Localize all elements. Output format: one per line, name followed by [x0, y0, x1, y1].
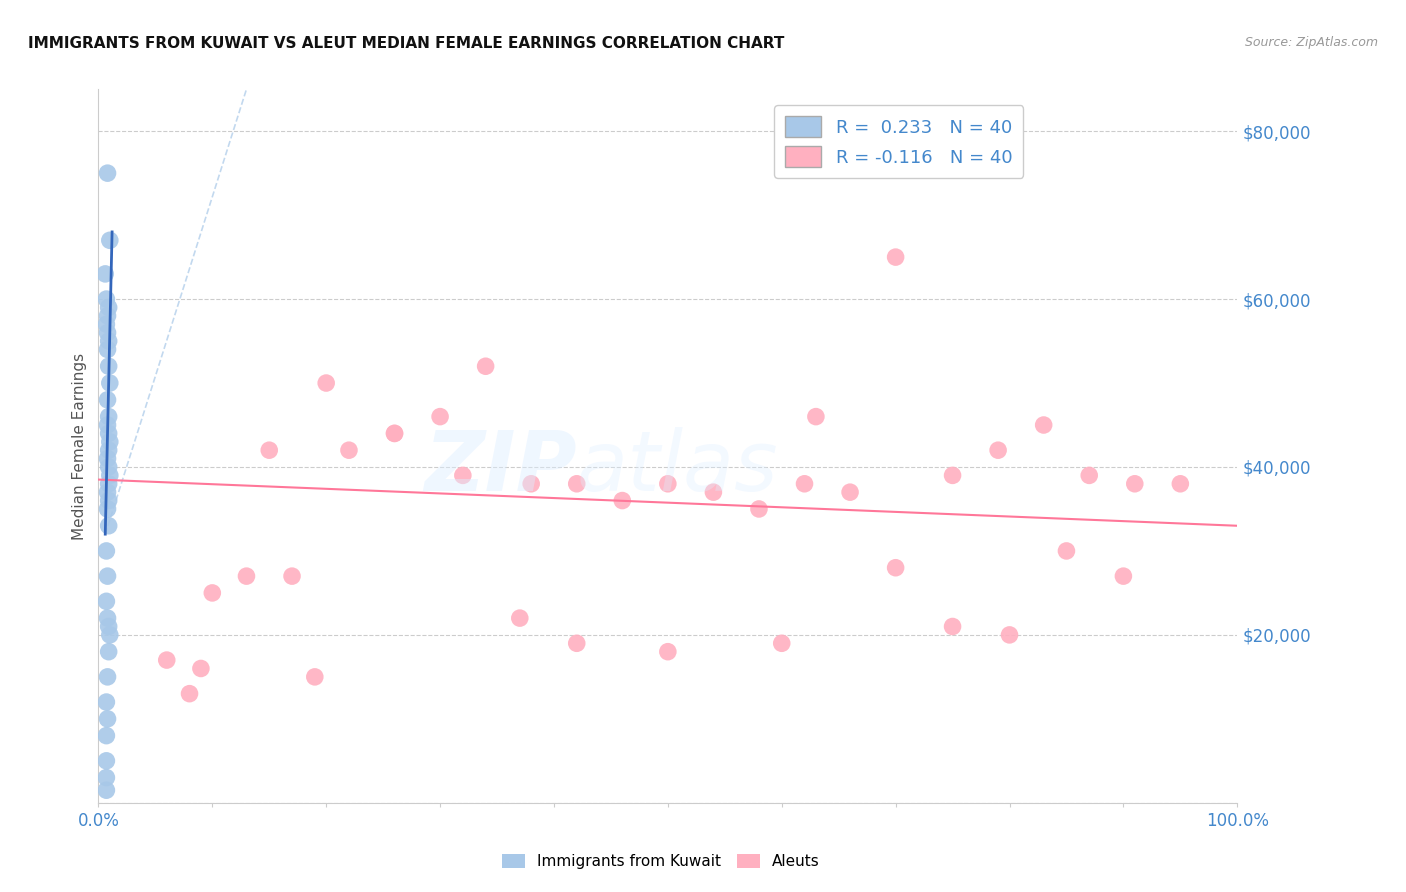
- Point: [96, 392, 118, 407]
- Point: [839, 485, 862, 500]
- Point: [96, 712, 118, 726]
- Point: [315, 376, 337, 390]
- Point: [451, 468, 474, 483]
- Point: [657, 645, 679, 659]
- Point: [384, 426, 406, 441]
- Point: [884, 560, 907, 574]
- Point: [98, 434, 121, 449]
- Point: [96, 451, 118, 466]
- Point: [998, 628, 1021, 642]
- Point: [97, 493, 120, 508]
- Point: [304, 670, 326, 684]
- Point: [96, 417, 118, 432]
- Point: [804, 409, 827, 424]
- Text: Source: ZipAtlas.com: Source: ZipAtlas.com: [1244, 36, 1378, 49]
- Point: [96, 343, 118, 357]
- Legend: Immigrants from Kuwait, Aleuts: Immigrants from Kuwait, Aleuts: [496, 848, 825, 875]
- Point: [520, 476, 543, 491]
- Text: atlas: atlas: [576, 427, 779, 508]
- Point: [97, 301, 120, 315]
- Point: [96, 670, 118, 684]
- Point: [96, 754, 118, 768]
- Text: IMMIGRANTS FROM KUWAIT VS ALEUT MEDIAN FEMALE EARNINGS CORRELATION CHART: IMMIGRANTS FROM KUWAIT VS ALEUT MEDIAN F…: [28, 36, 785, 51]
- Point: [156, 653, 179, 667]
- Point: [96, 326, 118, 340]
- Point: [96, 783, 118, 797]
- Point: [97, 443, 120, 458]
- Point: [474, 359, 496, 374]
- Point: [1123, 476, 1146, 491]
- Point: [96, 729, 118, 743]
- Point: [190, 661, 212, 675]
- Point: [96, 594, 118, 608]
- Point: [337, 443, 360, 458]
- Point: [259, 443, 281, 458]
- Point: [96, 544, 118, 558]
- Point: [201, 586, 224, 600]
- Legend: R =  0.233   N = 40, R = -0.116   N = 40: R = 0.233 N = 40, R = -0.116 N = 40: [775, 105, 1024, 178]
- Point: [235, 569, 257, 583]
- Point: [97, 460, 120, 475]
- Point: [96, 502, 118, 516]
- Point: [565, 636, 588, 650]
- Point: [612, 493, 634, 508]
- Y-axis label: Median Female Earnings: Median Female Earnings: [72, 352, 87, 540]
- Text: ZIP: ZIP: [425, 427, 576, 508]
- Point: [429, 409, 451, 424]
- Point: [98, 376, 121, 390]
- Point: [179, 687, 201, 701]
- Point: [97, 518, 120, 533]
- Point: [565, 476, 588, 491]
- Point: [96, 569, 118, 583]
- Point: [1054, 544, 1078, 558]
- Point: [1112, 569, 1135, 583]
- Point: [987, 443, 1010, 458]
- Point: [793, 476, 815, 491]
- Point: [98, 468, 121, 483]
- Point: [97, 476, 120, 491]
- Point: [884, 250, 907, 264]
- Point: [98, 233, 121, 247]
- Point: [942, 619, 965, 633]
- Point: [96, 611, 118, 625]
- Point: [657, 476, 679, 491]
- Point: [281, 569, 304, 583]
- Point: [702, 485, 724, 500]
- Point: [97, 426, 120, 441]
- Point: [942, 468, 965, 483]
- Point: [96, 485, 118, 500]
- Point: [509, 611, 531, 625]
- Point: [96, 309, 118, 323]
- Point: [1032, 417, 1054, 432]
- Point: [96, 771, 118, 785]
- Point: [1170, 476, 1192, 491]
- Point: [96, 292, 118, 306]
- Point: [97, 645, 120, 659]
- Point: [97, 619, 120, 633]
- Point: [98, 628, 121, 642]
- Point: [94, 267, 117, 281]
- Point: [96, 318, 118, 332]
- Point: [96, 166, 118, 180]
- Point: [97, 409, 120, 424]
- Point: [384, 426, 406, 441]
- Point: [97, 359, 120, 374]
- Point: [97, 334, 120, 348]
- Point: [96, 695, 118, 709]
- Point: [770, 636, 793, 650]
- Point: [748, 502, 770, 516]
- Point: [1078, 468, 1101, 483]
